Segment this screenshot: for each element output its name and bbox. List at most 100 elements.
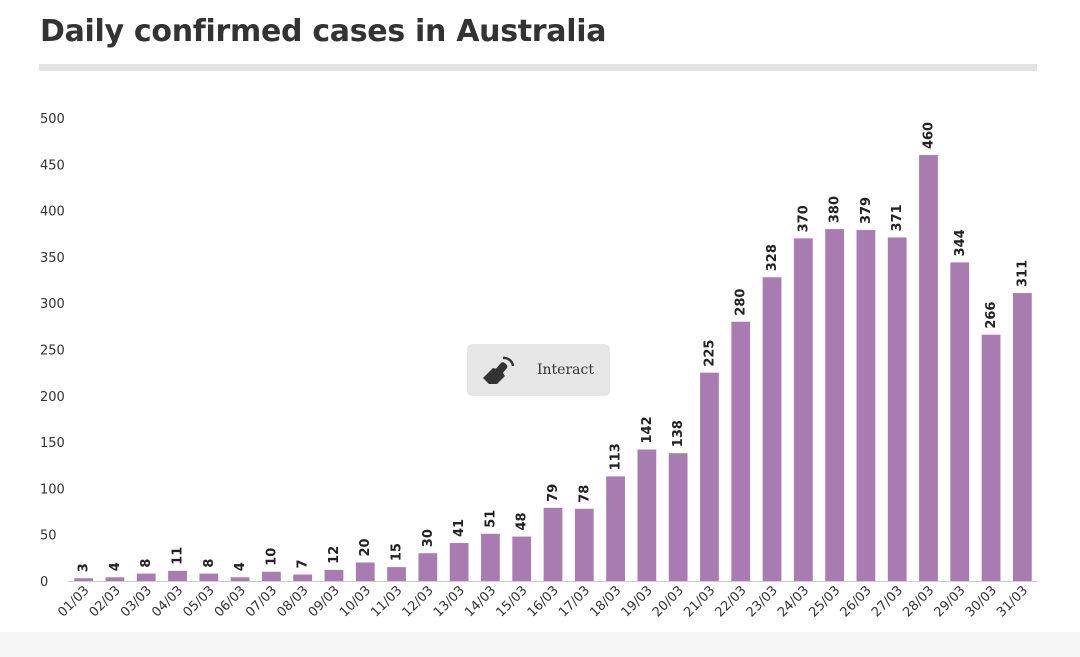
data-label: 266 <box>984 302 999 329</box>
bar <box>168 570 187 581</box>
bar <box>105 577 125 581</box>
bar <box>449 543 469 581</box>
data-label: 78 <box>577 485 592 503</box>
x-tick-label: 26/03 <box>838 583 875 620</box>
y-tick-label: 450 <box>40 158 65 173</box>
data-label: 460 <box>921 122 936 149</box>
data-label: 311 <box>1015 260 1030 287</box>
y-tick-label: 100 <box>40 482 65 497</box>
y-tick-label: 0 <box>40 575 48 590</box>
data-label: 7 <box>296 559 311 568</box>
x-tick-label: 30/03 <box>963 583 1000 620</box>
bar <box>418 553 438 581</box>
y-tick-label: 400 <box>40 205 65 220</box>
x-tick-label: 13/03 <box>431 583 468 620</box>
x-tick-label: 20/03 <box>650 583 687 620</box>
bar <box>512 536 532 581</box>
y-tick-label: 250 <box>40 344 65 359</box>
x-tick-label: 06/03 <box>212 583 249 620</box>
data-label: 380 <box>828 196 843 223</box>
y-tick-label: 500 <box>40 112 65 127</box>
data-label: 379 <box>859 197 874 224</box>
data-label: 370 <box>796 205 811 232</box>
data-label: 142 <box>640 416 655 443</box>
x-tick-label: 14/03 <box>462 583 499 620</box>
bar <box>919 155 938 582</box>
data-label: 138 <box>671 420 686 447</box>
bar <box>230 577 250 581</box>
bar <box>262 571 281 581</box>
footer-strip <box>0 632 1080 657</box>
data-label: 113 <box>609 443 624 470</box>
x-tick-label: 31/03 <box>994 583 1031 620</box>
data-label: 48 <box>515 512 530 530</box>
data-label: 12 <box>327 546 342 564</box>
x-tick-label: 17/03 <box>556 583 593 620</box>
bar <box>199 573 219 581</box>
bar <box>762 277 782 581</box>
x-tick-label: 21/03 <box>681 583 718 620</box>
x-tick-label: 03/03 <box>118 583 155 620</box>
bar <box>543 507 563 581</box>
data-label: 225 <box>702 340 717 367</box>
data-label: 8 <box>139 559 154 568</box>
data-label: 11 <box>171 547 186 565</box>
x-tick-label: 19/03 <box>619 583 656 620</box>
y-tick-label: 200 <box>40 390 65 405</box>
x-tick-label: 05/03 <box>181 583 218 620</box>
data-label: 4 <box>233 562 248 571</box>
bar <box>825 229 844 581</box>
data-label: 8 <box>202 559 217 568</box>
bar <box>324 569 344 581</box>
bar <box>793 238 813 581</box>
bar <box>1012 293 1032 581</box>
x-tick-label: 28/03 <box>900 583 937 620</box>
bar <box>731 321 751 581</box>
y-tick-label: 300 <box>40 297 65 312</box>
data-label: 30 <box>421 529 436 547</box>
bar <box>606 476 625 581</box>
bar <box>950 262 970 581</box>
x-tick-label: 16/03 <box>525 583 562 620</box>
data-label: 3 <box>77 563 92 572</box>
y-tick-label: 350 <box>40 251 65 266</box>
x-tick-label: 18/03 <box>587 583 624 620</box>
bar <box>355 562 375 581</box>
page-title: Daily confirmed cases in Australia <box>40 14 607 49</box>
bar <box>700 372 719 581</box>
title-divider <box>39 64 1037 71</box>
bar <box>387 567 406 581</box>
interact-label: Interact <box>537 362 594 378</box>
data-label: 51 <box>483 510 498 528</box>
x-tick-label: 10/03 <box>337 583 374 620</box>
data-label: 344 <box>953 229 968 256</box>
data-label: 328 <box>765 244 780 271</box>
bar <box>293 574 313 581</box>
y-tick-label: 50 <box>40 529 57 544</box>
x-tick-label: 04/03 <box>149 583 186 620</box>
x-tick-label: 22/03 <box>712 583 749 620</box>
x-tick-label: 23/03 <box>744 583 781 620</box>
bar <box>668 453 688 581</box>
bar <box>136 573 156 581</box>
interact-button[interactable]: Interact <box>467 344 610 396</box>
bar <box>981 334 1001 581</box>
bar <box>856 230 876 581</box>
x-tick-label: 01/03 <box>55 583 92 620</box>
x-tick-label: 12/03 <box>400 583 437 620</box>
data-label: 10 <box>264 548 279 566</box>
bar <box>481 533 500 581</box>
data-label: 371 <box>890 204 905 231</box>
data-label: 20 <box>358 538 373 556</box>
data-label: 4 <box>108 562 123 571</box>
data-label: 280 <box>734 289 749 316</box>
data-label: 41 <box>452 519 467 537</box>
x-tick-label: 02/03 <box>87 583 124 620</box>
bar <box>887 237 907 582</box>
data-label: 79 <box>546 484 561 502</box>
bar <box>74 578 94 581</box>
x-tick-label: 24/03 <box>775 583 812 620</box>
x-tick-label: 07/03 <box>243 583 280 620</box>
x-tick-label: 25/03 <box>806 583 843 620</box>
